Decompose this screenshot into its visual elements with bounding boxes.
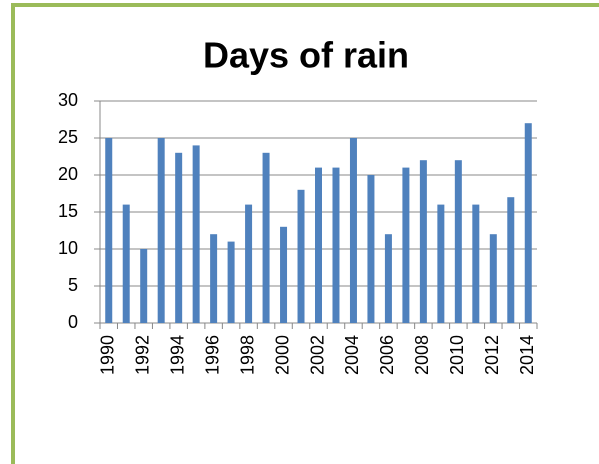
y-tick-label: 5 [68,275,78,295]
bar [402,167,410,323]
bar [472,204,480,323]
x-tick-label: 2004 [342,335,362,375]
bar [332,167,340,323]
x-tick-label: 1992 [132,335,152,375]
bar [280,226,288,323]
x-tick-label: 1998 [237,335,257,375]
bar [315,167,322,323]
bar [227,241,235,323]
y-tick-label: 20 [58,164,78,184]
bar [454,160,462,323]
y-tick-label: 10 [58,238,78,258]
x-tick-label: 1996 [202,335,222,375]
bar [192,145,200,323]
bar [437,204,445,323]
bar [367,175,375,323]
x-tick-label: 2008 [412,335,432,375]
bar [297,189,305,323]
bar [105,138,113,323]
y-tick-label: 15 [58,201,78,221]
x-tick-label: 1994 [167,335,187,375]
y-tick-label: 0 [68,312,78,332]
bar [419,160,427,323]
bar [122,204,130,323]
bar [140,249,148,323]
bar [245,204,253,323]
y-tick-label: 30 [58,90,78,110]
bar [507,197,515,323]
x-tick-label: 2010 [447,335,467,375]
x-tick-label: 2000 [272,335,292,375]
bar [524,123,532,323]
bar [262,152,270,323]
x-tick-label: 2002 [307,335,327,375]
x-tick-label: 2014 [517,335,537,375]
y-tick-label: 25 [58,127,78,147]
bar [157,138,165,323]
bar [210,234,218,323]
bar [349,138,357,323]
bar [384,234,392,323]
x-tick-label: 2012 [482,335,502,375]
x-tick-label: 1990 [97,335,117,375]
x-tick-label: 2006 [377,335,397,375]
bar [489,234,497,323]
chart-title: Days of rain [203,35,409,76]
bar [175,152,183,323]
